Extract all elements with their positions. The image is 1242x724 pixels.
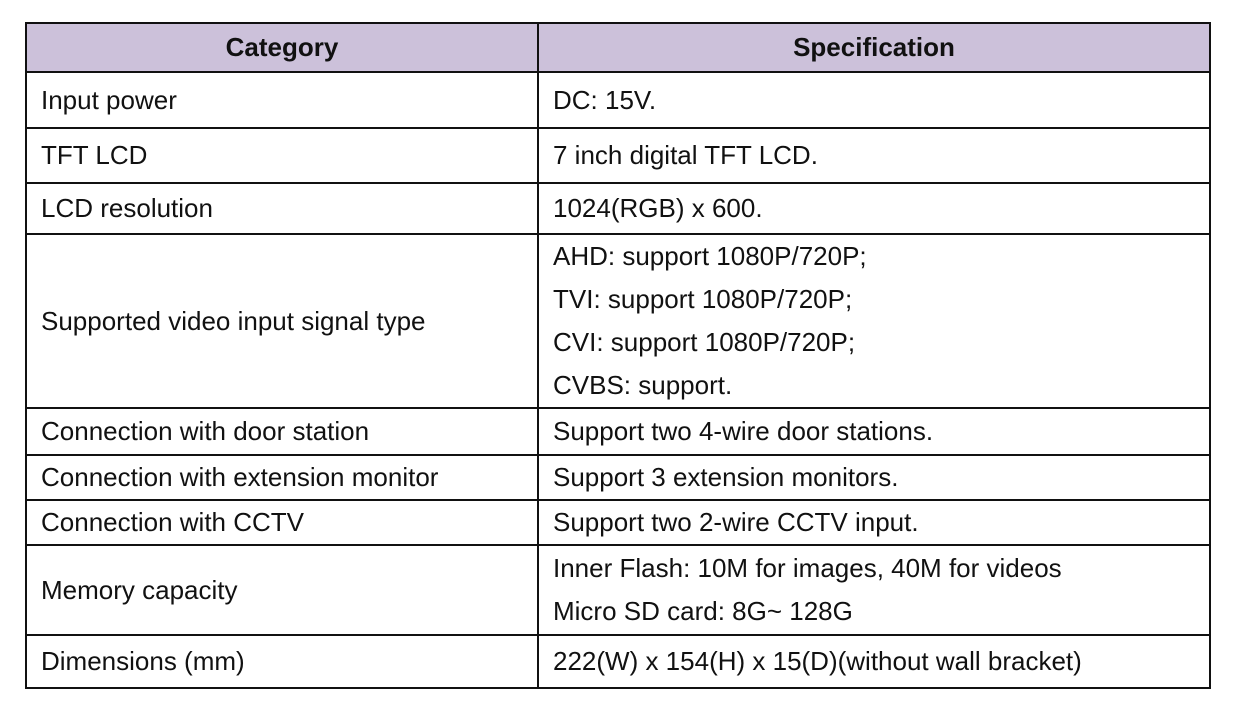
table-row: Connection with door station Support two …	[25, 407, 1211, 456]
specification-cell: AHD: support 1080P/720P; TVI: support 108…	[537, 233, 1211, 409]
spec-table: Category Specification Input power DC: 15…	[25, 22, 1211, 689]
category-cell: Connection with CCTV	[25, 499, 539, 546]
category-cell: Memory capacity	[25, 544, 539, 636]
specification-cell: Support two 4-wire door stations.	[537, 407, 1211, 456]
specification-line: CVI: support 1080P/720P;	[553, 327, 856, 357]
specification-line: Support two 2-wire CCTV input.	[553, 507, 919, 537]
specification-cell: Support 3 extension monitors.	[537, 454, 1211, 501]
specification-cell: DC: 15V.	[537, 71, 1211, 129]
specification-cell: 1024(RGB) x 600.	[537, 182, 1211, 235]
specification-line: 7 inch digital TFT LCD.	[553, 140, 818, 170]
specification-line: Micro SD card: 8G~ 128G	[553, 596, 853, 626]
category-cell: Input power	[25, 71, 539, 129]
table-row: Dimensions (mm) 222(W) x 154(H) x 15(D)(w…	[25, 634, 1211, 689]
category-cell: Supported video input signal type	[25, 233, 539, 409]
specification-cell: Support two 2-wire CCTV input.	[537, 499, 1211, 546]
specification-line: Support 3 extension monitors.	[553, 462, 899, 492]
specification-cell: 222(W) x 154(H) x 15(D)(without wall bra…	[537, 634, 1211, 689]
table-row: Connection with extension monitor Support…	[25, 454, 1211, 501]
category-cell: Dimensions (mm)	[25, 634, 539, 689]
table-row: LCD resolution 1024(RGB) x 600.	[25, 182, 1211, 235]
specification-line: 222(W) x 154(H) x 15(D)(without wall bra…	[553, 646, 1082, 676]
specification-line: DC: 15V.	[553, 84, 657, 115]
specification-line: AHD: support 1080P/720P;	[553, 241, 867, 271]
category-cell: TFT LCD	[25, 127, 539, 184]
category-cell: LCD resolution	[25, 182, 539, 235]
specification-line: TVI: support 1080P/720P;	[553, 284, 853, 314]
table-row: Input power DC: 15V.	[25, 71, 1211, 129]
specification-cell: 7 inch digital TFT LCD.	[537, 127, 1211, 184]
table-row: TFT LCD 7 inch digital TFT LCD.	[25, 127, 1211, 184]
category-cell: Connection with door station	[25, 407, 539, 456]
specification-line: CVBS: support.	[553, 370, 733, 400]
specification-cell: Inner Flash: 10M for images, 40M for vid…	[537, 544, 1211, 636]
specification-line: Support two 4-wire door stations.	[553, 416, 934, 446]
table-row: Connection with CCTV Support two 2-wire C…	[25, 499, 1211, 546]
table-header-row: Category Specification	[25, 22, 1211, 73]
table-row: Memory capacity Inner Flash: 10M for imag…	[25, 544, 1211, 636]
table-row: Supported video input signal type AHD: su…	[25, 233, 1211, 409]
header-specification: Specification	[537, 22, 1211, 73]
specification-line: Inner Flash: 10M for images, 40M for vid…	[553, 553, 1062, 583]
header-category: Category	[25, 22, 539, 73]
specification-line: 1024(RGB) x 600.	[553, 193, 763, 223]
category-cell: Connection with extension monitor	[25, 454, 539, 501]
